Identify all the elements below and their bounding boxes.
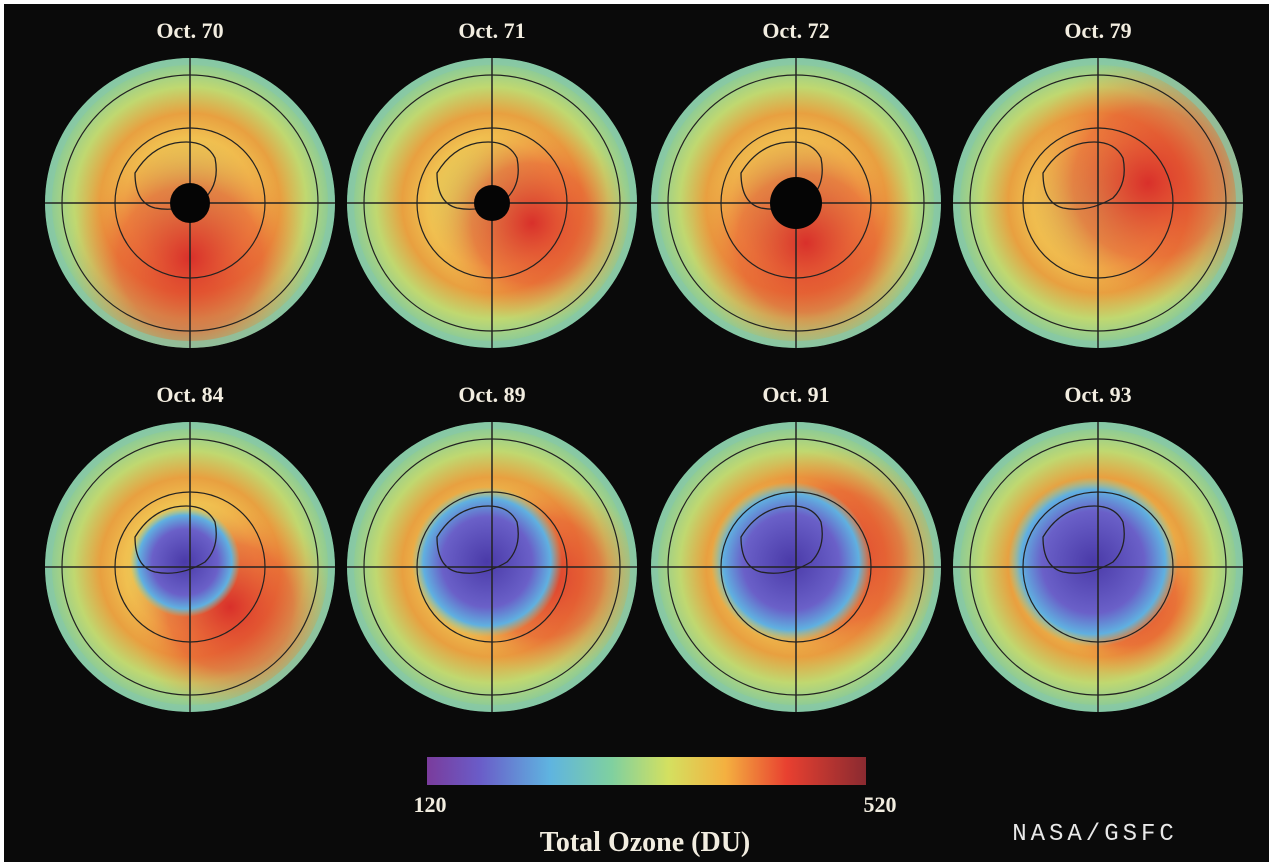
panel-label: Oct. 70 xyxy=(156,18,223,43)
missing-data xyxy=(770,177,822,229)
panel-label: Oct. 89 xyxy=(458,382,525,407)
panel-label: Oct. 93 xyxy=(1064,382,1131,407)
panel-label: Oct. 84 xyxy=(156,382,223,407)
ozone-hole xyxy=(130,507,240,617)
colorbar xyxy=(427,757,866,785)
panel-label: Oct. 79 xyxy=(1064,18,1131,43)
panel-label: Oct. 91 xyxy=(762,382,829,407)
ozone-map xyxy=(45,422,335,712)
credit: NASA/GSFC xyxy=(1012,821,1178,848)
missing-data xyxy=(474,185,510,221)
panel-label: Oct. 72 xyxy=(762,18,829,43)
colorbar-max: 520 xyxy=(864,792,897,817)
colorbar-min: 120 xyxy=(414,792,447,817)
map-body xyxy=(953,422,1243,712)
ozone-figure: 120 520 Total Ozone (DU) NASA/GSFC Oct. … xyxy=(0,0,1273,866)
page: 120 520 Total Ozone (DU) NASA/GSFC Oct. … xyxy=(0,0,1273,866)
ozone-hole xyxy=(1008,477,1178,647)
ozone-map xyxy=(953,422,1243,712)
colorbar-title: Total Ozone (DU) xyxy=(540,827,751,858)
panel-label: Oct. 71 xyxy=(458,18,525,43)
map-body xyxy=(45,422,335,712)
missing-data xyxy=(170,183,210,223)
ozone-map xyxy=(347,58,637,348)
map-body xyxy=(347,58,637,348)
